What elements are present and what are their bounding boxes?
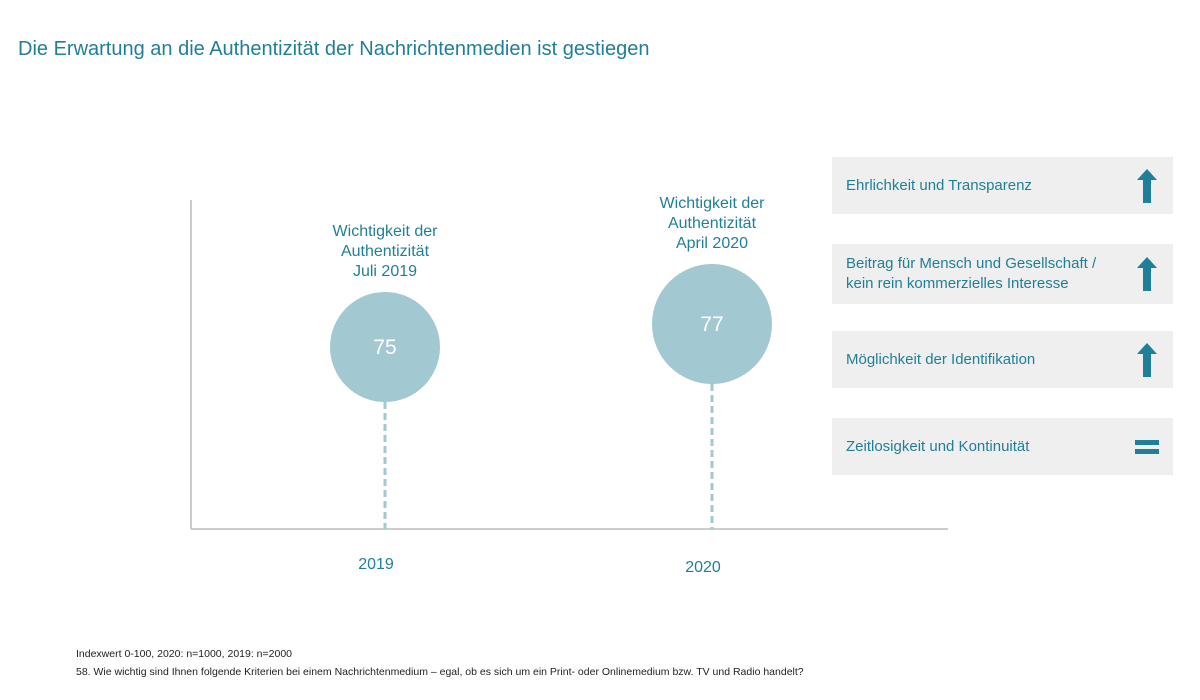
criterion-label-line: kein rein kommerzielles Interesse [846,275,1069,292]
criterion-label: Beitrag für Mensch und Gesellschaft / kei… [846,254,1135,294]
bubble-label-2020: Wichtigkeit der Authentizität April 2020 [622,194,802,254]
bubble-label-line: Authentizität [340,243,430,260]
criterion-panel: Zeitlosigkeit und Kontinuität [832,418,1173,475]
equal-icon [1135,429,1159,465]
bubble-2020 [652,264,772,384]
bubble-value-2020: 77 [700,313,723,336]
arrow-up-icon [1135,256,1159,292]
bubble-value-2019: 75 [373,336,396,359]
bubble-label-line: Wichtigkeit der [332,223,438,240]
page-title: Die Erwartung an die Authentizität der N… [18,38,650,60]
criterion-panel: Möglichkeit der Identifikation [832,331,1173,388]
criterion-label-line: Zeitlosigkeit und Kontinuität [846,437,1030,455]
criterion-label: Ehrlichkeit und Transparenz [846,176,1135,196]
criterion-panel: Ehrlichkeit und Transparenz [832,157,1173,214]
criterion-label-line: Beitrag für Mensch und Gesellschaft / [846,255,1097,272]
x-tick-label-2020: 2020 [685,559,721,576]
bubble-label-line: Juli 2019 [352,263,418,280]
criterion-label: Möglichkeit der Identifikation [846,350,1135,370]
bubble-label-line: Wichtigkeit der [659,195,765,212]
criterion-panel: Beitrag für Mensch und Gesellschaft / kei… [832,244,1173,304]
bubble-2019 [330,292,440,402]
criterion-label: Zeitlosigkeit und Kontinuität [846,437,1135,457]
arrow-up-icon [1135,168,1159,204]
footnote-question: 58. Wie wichtig sind Ihnen folgende Krit… [76,666,804,678]
bubble-label-2019: Wichtigkeit der Authentizität Juli 2019 [295,222,475,282]
footnote-sample: Indexwert 0-100, 2020: n=1000, 2019: n=2… [76,648,293,660]
arrow-up-icon [1135,342,1159,378]
criterion-label-line: Ehrlichkeit und Transparenz [846,176,1032,194]
bubble-label-line: April 2020 [675,235,749,252]
bubble-label-line: Authentizität [667,215,757,232]
x-tick-label-2019: 2019 [358,556,394,573]
criterion-label-line: Möglichkeit der Identifikation [846,350,1036,368]
